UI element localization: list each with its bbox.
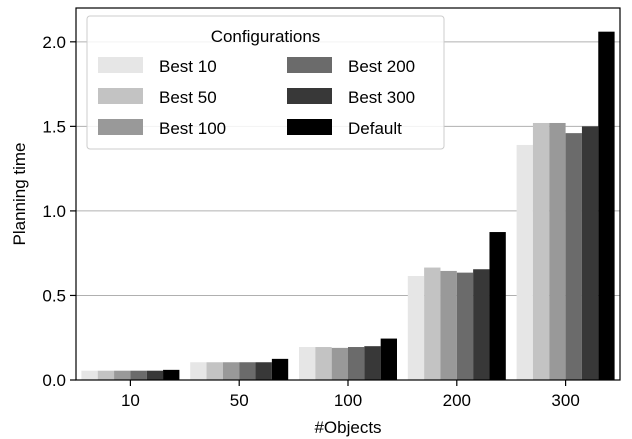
bar-best-200-10 <box>130 370 147 380</box>
x-axis-ticks: 10 50 100 200 300 <box>121 380 580 410</box>
bar-best-50-50 <box>206 362 223 380</box>
legend-swatch-best-200 <box>287 57 332 73</box>
bar-best-200-300 <box>565 133 582 380</box>
bar-default-300 <box>598 31 615 380</box>
legend-swatch-default <box>287 119 332 135</box>
x-tick-label: 10 <box>121 391 140 410</box>
bar-best-10-300 <box>516 144 533 380</box>
x-tick-label: 50 <box>230 391 249 410</box>
bar-best-300-300 <box>581 126 599 380</box>
bar-best-200-50 <box>239 362 256 380</box>
x-tick-label: 200 <box>443 391 471 410</box>
bar-default-50 <box>271 358 289 380</box>
y-tick-label: 2.0 <box>42 33 66 52</box>
bar-best-50-10 <box>97 370 115 380</box>
bar-best-10-50 <box>190 362 207 380</box>
legend-swatch-best-10 <box>98 57 143 73</box>
bars <box>81 31 615 381</box>
bar-best-200-100 <box>348 347 365 380</box>
legend-label-best-100: Best 100 <box>159 119 226 138</box>
legend-box <box>86 15 445 150</box>
legend-label-best-50: Best 50 <box>159 88 217 107</box>
legend-swatch-best-50 <box>98 88 143 104</box>
y-axis-ticks: 0.0 0.5 1.0 1.5 2.0 <box>42 33 76 390</box>
y-tick-label: 1.0 <box>42 202 66 221</box>
bar-best-50-200 <box>424 267 441 380</box>
legend-label-default: Default <box>348 119 402 138</box>
bar-best-300-100 <box>364 346 381 380</box>
legend-label-best-10: Best 10 <box>159 57 217 76</box>
y-axis-label: Planning time <box>10 142 29 245</box>
bar-best-100-100 <box>331 347 348 380</box>
legend-title: Configurations <box>211 27 321 46</box>
y-tick-label: 0.0 <box>42 371 66 390</box>
bar-best-100-10 <box>114 370 131 380</box>
x-tick-label: 100 <box>334 391 362 410</box>
x-tick-label: 300 <box>551 391 579 410</box>
legend-swatch-best-100 <box>98 119 143 135</box>
y-tick-label: 1.5 <box>42 117 66 136</box>
bar-best-10-10 <box>81 370 98 380</box>
x-axis-label: #Objects <box>314 418 381 437</box>
legend-label-best-200: Best 200 <box>348 57 415 76</box>
bar-best-50-300 <box>532 122 550 381</box>
bar-best-50-100 <box>315 347 332 380</box>
bar-default-100 <box>380 338 397 380</box>
legend-label-best-300: Best 300 <box>348 88 415 107</box>
bar-best-300-50 <box>255 362 272 380</box>
bar-best-10-200 <box>407 276 425 380</box>
bar-best-100-200 <box>440 270 457 380</box>
bar-default-200 <box>489 232 506 380</box>
bar-best-200-200 <box>456 272 474 380</box>
bar-best-10-100 <box>299 347 316 380</box>
legend: Configurations Best 10 Best 50 Best 100 Bes… <box>86 15 445 150</box>
bar-best-100-300 <box>549 122 566 381</box>
bar-best-300-10 <box>146 370 164 380</box>
legend-swatch-best-300 <box>287 88 332 104</box>
bar-default-10 <box>163 369 180 380</box>
bar-best-100-50 <box>222 362 240 380</box>
y-tick-label: 0.5 <box>42 286 66 305</box>
bar-best-300-200 <box>473 269 490 380</box>
